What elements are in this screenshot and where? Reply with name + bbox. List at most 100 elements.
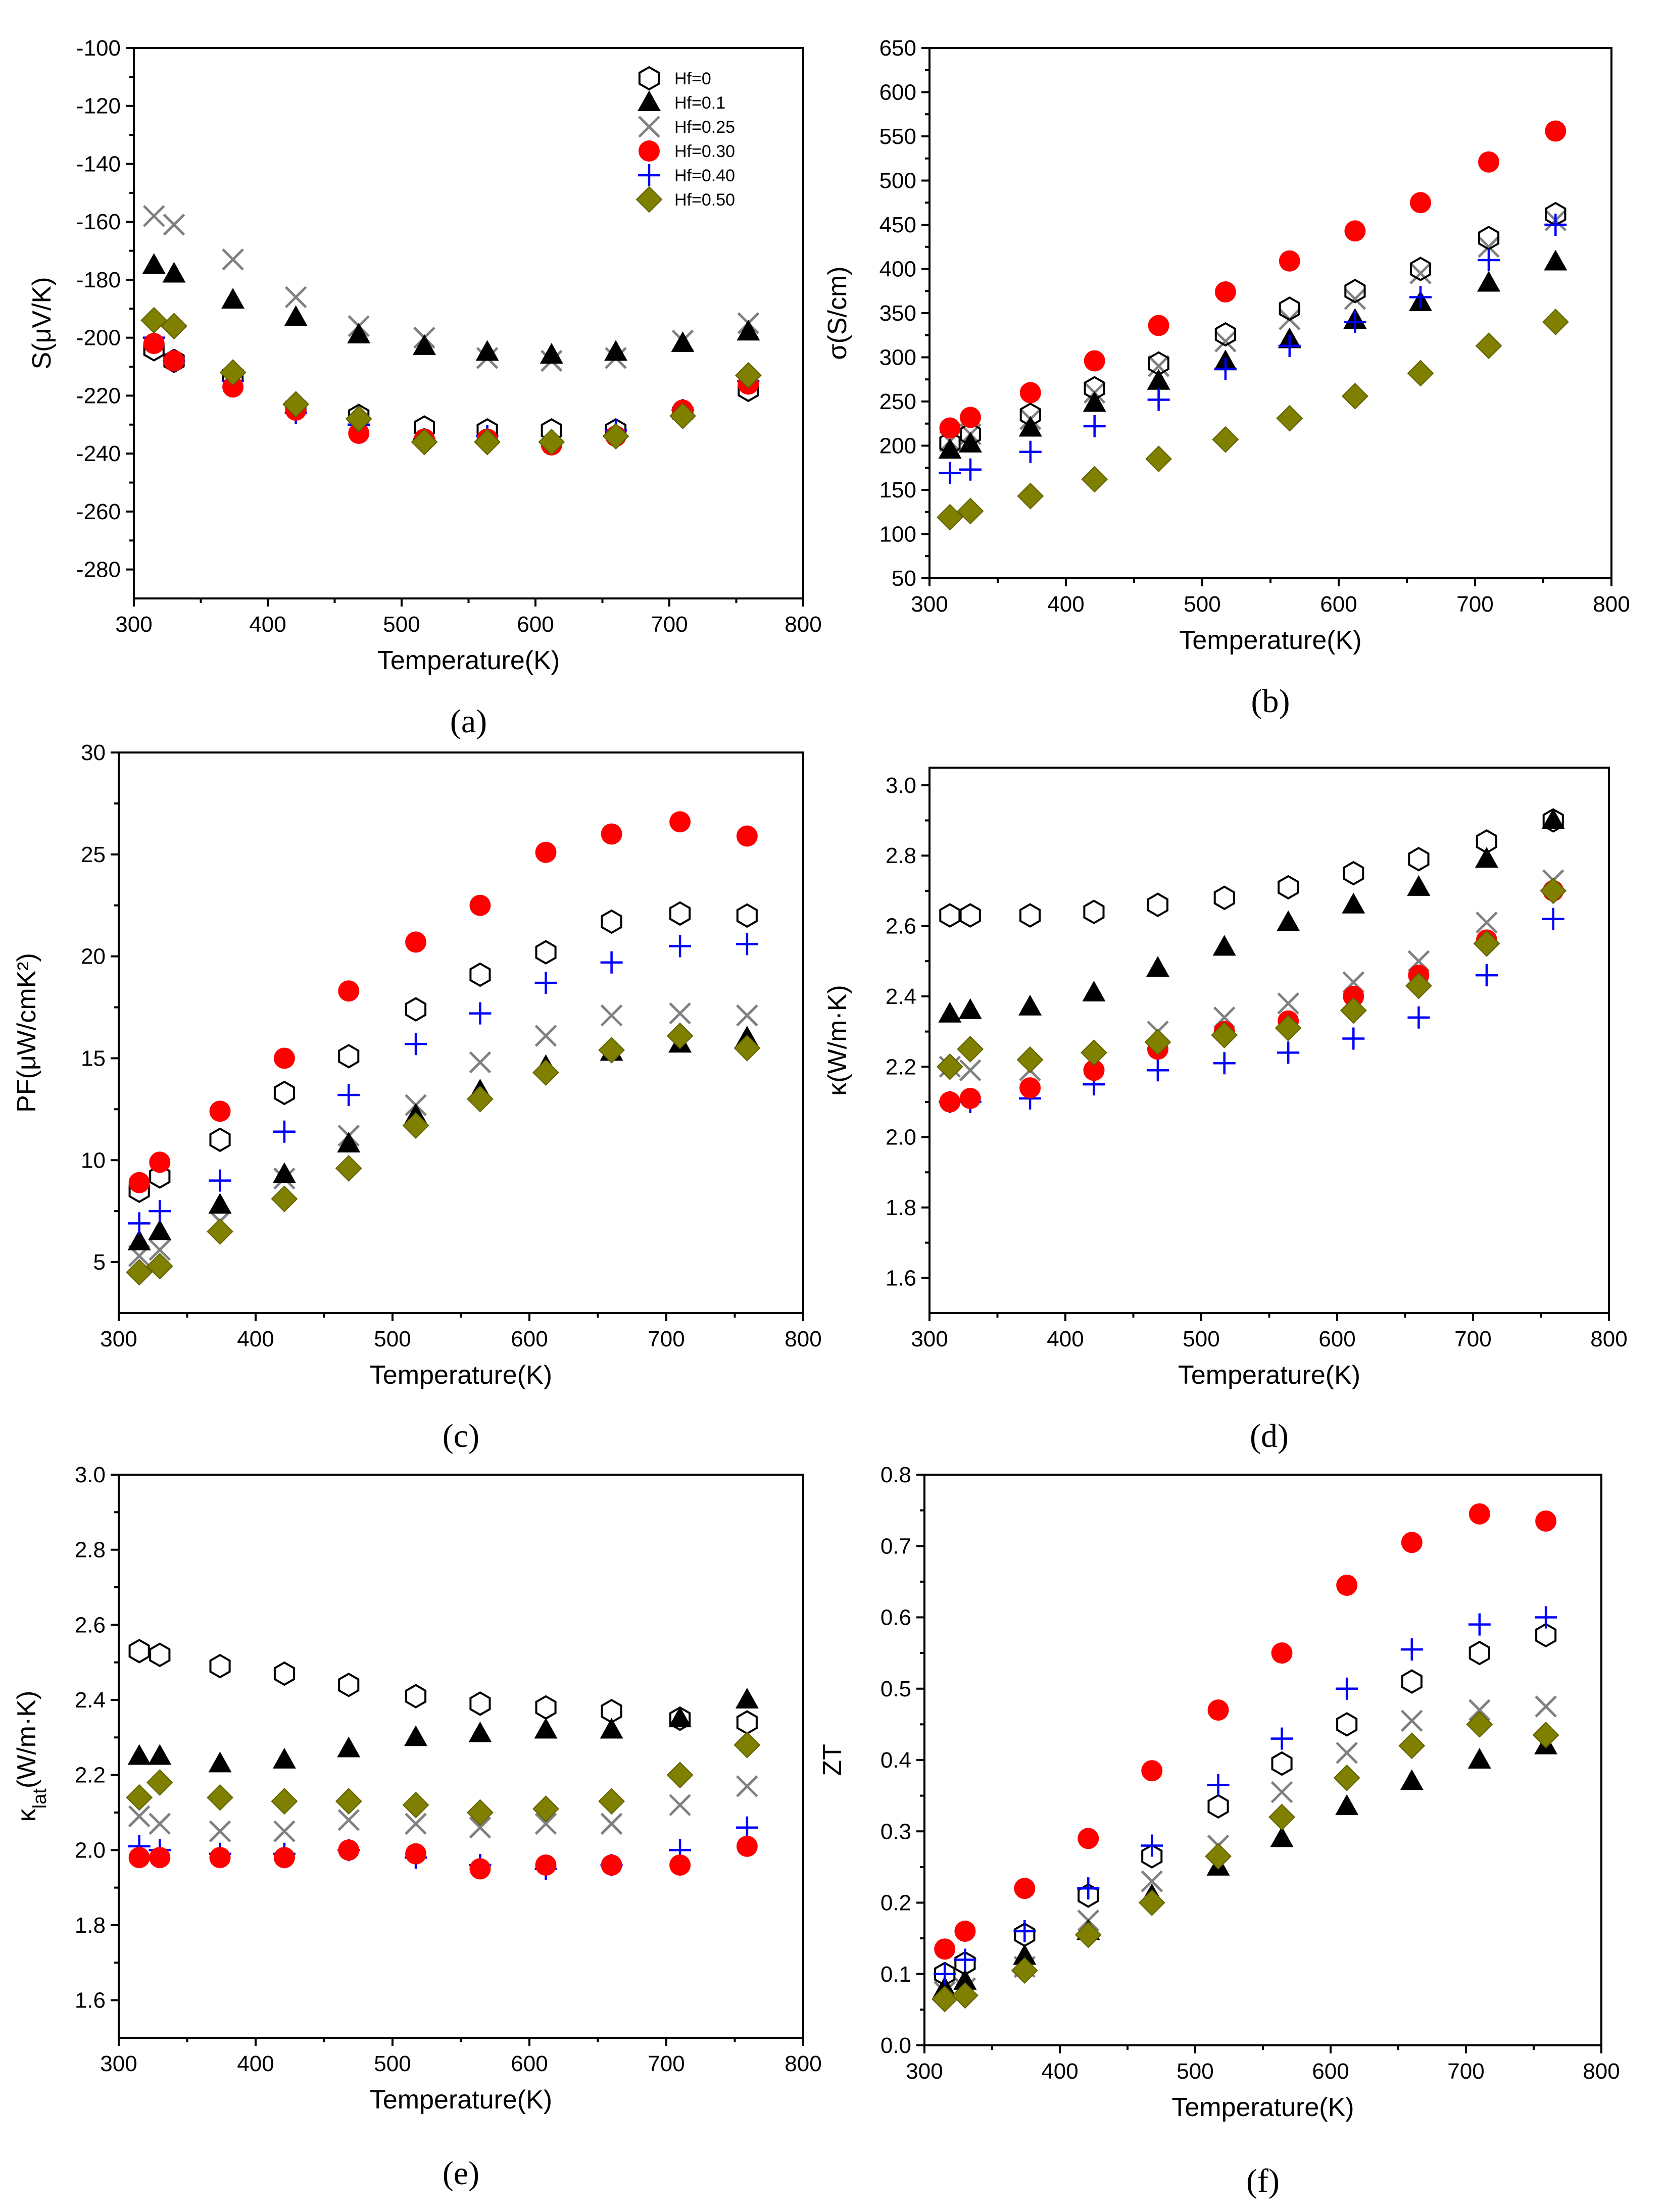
data-point bbox=[1278, 875, 1299, 900]
data-point bbox=[534, 972, 557, 994]
data-point bbox=[735, 362, 762, 389]
x-tick-label: 500 bbox=[1184, 592, 1220, 617]
y-tick-label: -200 bbox=[76, 326, 121, 350]
x-tick-label: 600 bbox=[1320, 592, 1357, 617]
x-tick-label: 800 bbox=[1583, 2059, 1620, 2084]
y-tick-label: 20 bbox=[81, 944, 106, 969]
series-Hf0_40 bbox=[939, 214, 1567, 484]
data-point bbox=[1017, 482, 1044, 510]
data-point bbox=[1545, 120, 1567, 142]
data-point bbox=[347, 322, 371, 343]
data-point bbox=[959, 458, 982, 481]
data-point bbox=[221, 288, 245, 309]
data-point bbox=[148, 1744, 172, 1765]
data-point bbox=[128, 1847, 150, 1869]
data-point bbox=[273, 1047, 295, 1069]
x-tick-label: 600 bbox=[517, 612, 554, 637]
x-axis-title: Temperature(K) bbox=[1178, 1361, 1360, 1390]
series-Hf0_50 bbox=[936, 877, 1567, 1080]
data-point bbox=[1344, 311, 1366, 333]
data-point bbox=[1336, 1677, 1358, 1700]
data-point bbox=[273, 1080, 295, 1105]
data-point bbox=[600, 951, 623, 974]
data-point bbox=[1147, 355, 1170, 377]
x-tick-label: 700 bbox=[648, 1327, 684, 1351]
y-tick-label: 250 bbox=[879, 389, 916, 414]
data-point bbox=[669, 1706, 691, 1731]
data-point bbox=[1344, 220, 1366, 242]
data-point bbox=[936, 1053, 963, 1080]
data-point bbox=[736, 1004, 758, 1027]
data-point bbox=[736, 1710, 758, 1735]
x-tick-label: 600 bbox=[1318, 1327, 1355, 1351]
data-point bbox=[411, 428, 438, 456]
data-point bbox=[540, 343, 563, 364]
data-point bbox=[1212, 935, 1236, 956]
data-point bbox=[146, 1769, 173, 1796]
x-tick-label: 700 bbox=[651, 612, 688, 637]
data-point bbox=[939, 1091, 961, 1113]
series-Hf0_30 bbox=[128, 1835, 758, 1880]
data-point bbox=[669, 1854, 691, 1876]
data-point bbox=[1279, 296, 1300, 321]
data-point bbox=[284, 286, 307, 309]
y-axis-title: PF(μW/cmK²) bbox=[12, 953, 41, 1113]
data-point bbox=[937, 504, 963, 531]
data-point bbox=[1141, 1760, 1163, 1782]
data-point bbox=[142, 253, 166, 274]
series-Hf0_30 bbox=[128, 811, 758, 1193]
x-tick-label: 600 bbox=[511, 1327, 548, 1351]
y-tick-label: -260 bbox=[76, 499, 121, 524]
y-tick-label: 2.0 bbox=[75, 1838, 106, 1863]
data-point bbox=[1145, 445, 1172, 473]
data-point bbox=[1268, 1803, 1295, 1831]
data-point bbox=[222, 248, 244, 271]
legend-marker bbox=[638, 90, 661, 111]
y-tick-label: -120 bbox=[76, 94, 121, 119]
data-point bbox=[1212, 426, 1239, 453]
data-point bbox=[1077, 1877, 1100, 1900]
x-tick-label: 300 bbox=[911, 592, 948, 617]
data-point bbox=[601, 1854, 622, 1876]
data-point bbox=[1410, 192, 1431, 214]
series-Hf0_1 bbox=[127, 1688, 759, 1773]
data-point bbox=[337, 1736, 361, 1757]
data-point bbox=[733, 1731, 761, 1758]
data-point bbox=[1475, 332, 1502, 360]
y-tick-label: 150 bbox=[879, 478, 916, 502]
x-tick-label: 800 bbox=[1593, 592, 1630, 617]
data-point bbox=[1011, 1957, 1038, 1984]
x-axis-title: Temperature(K) bbox=[1179, 626, 1361, 655]
data-point bbox=[736, 1835, 758, 1857]
legend-marker bbox=[638, 116, 660, 138]
data-point bbox=[1401, 1710, 1423, 1732]
y-tick-label: 2.6 bbox=[886, 914, 916, 939]
data-point bbox=[209, 1847, 231, 1869]
y-axis-title: S(μV/K) bbox=[27, 277, 57, 369]
series-Hf0_1 bbox=[938, 808, 1565, 1023]
x-tick-label: 500 bbox=[383, 612, 420, 637]
series-Hf0_40 bbox=[934, 1606, 1557, 1985]
data-point bbox=[954, 1921, 976, 1942]
x-tick-label: 700 bbox=[648, 2051, 684, 2076]
data-point bbox=[1013, 1944, 1037, 1965]
legend-label: Hf=0.1 bbox=[674, 93, 725, 113]
data-point bbox=[534, 1025, 557, 1047]
x-tick-label: 600 bbox=[1312, 2059, 1349, 2084]
data-point bbox=[1019, 382, 1041, 404]
data-point bbox=[208, 1751, 232, 1773]
data-point bbox=[1476, 911, 1498, 934]
data-point bbox=[669, 935, 692, 958]
data-point bbox=[209, 1653, 231, 1679]
data-point bbox=[1083, 415, 1106, 437]
x-tick-label: 800 bbox=[785, 2051, 821, 2076]
data-point bbox=[208, 1193, 232, 1214]
data-point bbox=[538, 428, 565, 456]
series-Hf0_1 bbox=[933, 1733, 1558, 1997]
data-point bbox=[405, 1684, 427, 1708]
x-axis-title: Temperature(K) bbox=[1171, 2093, 1354, 2122]
data-point bbox=[149, 1642, 171, 1668]
data-point bbox=[735, 1688, 759, 1708]
x-tick-label: 300 bbox=[100, 1327, 137, 1351]
data-point bbox=[1409, 257, 1432, 281]
